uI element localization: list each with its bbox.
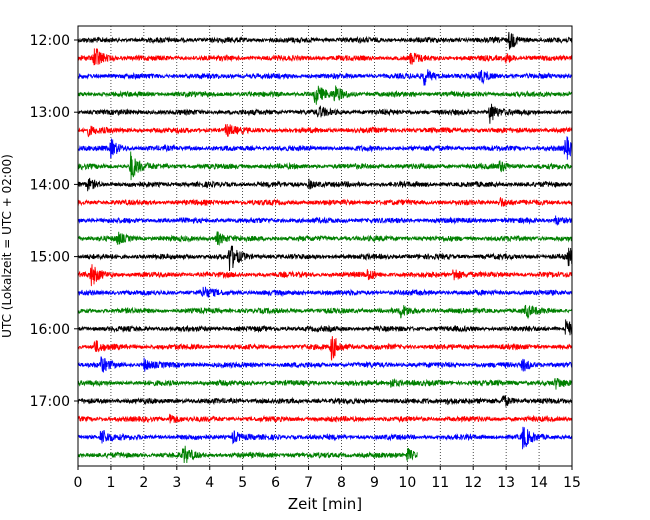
y-tick-label-3: 15:00 — [30, 250, 70, 266]
trace-1530 — [77, 286, 573, 298]
trace-1245 — [77, 85, 573, 105]
y-tick-label-0: 12:00 — [30, 33, 70, 49]
x-tick-label-8: 8 — [337, 475, 346, 491]
trace-1730 — [77, 426, 573, 450]
x-tick-label-7: 7 — [304, 475, 313, 491]
x-tick-label-2: 2 — [139, 475, 148, 491]
trace-1345 — [77, 151, 573, 181]
trace-1745 — [77, 445, 418, 464]
x-tick-label-10: 10 — [398, 475, 416, 491]
y-tick-label-4: 16:00 — [30, 322, 70, 338]
x-tick-label-15: 15 — [563, 475, 581, 491]
x-tick-label-0: 0 — [74, 475, 83, 491]
trace-1715 — [77, 413, 573, 424]
y-tick-label-5: 17:00 — [30, 394, 70, 410]
trace-1230 — [77, 69, 573, 86]
trace-1645 — [77, 377, 573, 390]
trace-1215 — [77, 47, 573, 66]
trace-1630 — [77, 356, 573, 373]
trace-1445 — [77, 231, 573, 246]
x-tick-label-5: 5 — [238, 475, 247, 491]
x-tick-label-14: 14 — [530, 475, 548, 491]
trace-1700 — [77, 395, 573, 407]
trace-1200 — [77, 31, 573, 50]
trace-1300 — [77, 103, 573, 124]
trace-1515 — [77, 264, 573, 287]
trace-1415 — [77, 197, 573, 207]
x-tick-label-1: 1 — [106, 475, 115, 491]
y-tick-label-1: 13:00 — [30, 105, 70, 121]
x-axis-ticks: 0 1 2 3 4 5 6 7 8 9 10 11 12 13 14 15 — [74, 466, 581, 491]
trace-1600 — [77, 319, 573, 336]
trace-1330 — [77, 136, 573, 160]
seismogram-traces — [77, 31, 573, 464]
x-tick-label-4: 4 — [205, 475, 214, 491]
trace-1315 — [77, 123, 573, 138]
x-tick-label-11: 11 — [431, 475, 449, 491]
y-axis-label: UTC (Lokalzeit = UTC + 02:00) — [0, 154, 14, 338]
trace-1400 — [77, 177, 573, 192]
x-axis-label: Zeit [min] — [288, 495, 362, 513]
x-tick-label-9: 9 — [370, 475, 379, 491]
y-tick-label-2: 14:00 — [30, 177, 70, 193]
trace-1545 — [77, 304, 573, 320]
trace-1500 — [77, 245, 573, 271]
x-tick-label-6: 6 — [271, 475, 280, 491]
y-axis-ticks: 12:00 13:00 14:00 15:00 16:00 17:00 — [30, 33, 78, 410]
plot-frame — [77, 25, 573, 467]
x-tick-label-13: 13 — [497, 475, 515, 491]
trace-1430 — [77, 215, 573, 226]
trace-1615 — [77, 336, 573, 361]
x-tick-label-3: 3 — [172, 475, 181, 491]
vertical-gridlines — [110, 26, 540, 466]
x-tick-label-12: 12 — [464, 475, 482, 491]
